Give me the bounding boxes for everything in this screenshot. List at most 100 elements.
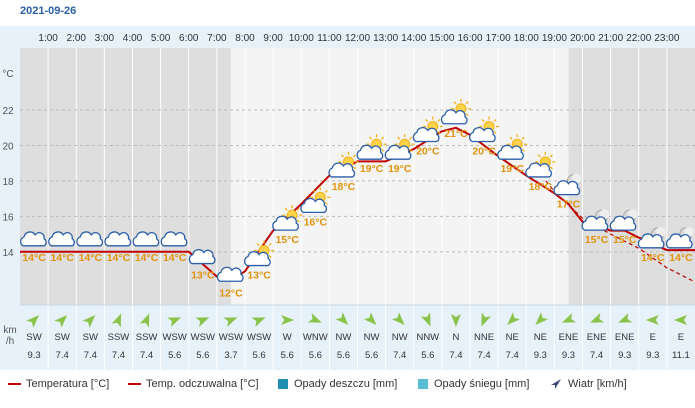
hour-label: 16:00: [457, 33, 482, 44]
wind-speed-label: 7.4: [393, 350, 406, 361]
wind-arrow-icon: [251, 317, 266, 327]
hour-label: 20:00: [570, 33, 595, 44]
wind-direction-label: NE: [534, 332, 547, 343]
cloud-icon: [160, 231, 188, 247]
temperature-label: 18°C: [332, 181, 356, 193]
temperature-label: 12°C: [219, 287, 243, 299]
wind-speed-label: 7.4: [56, 350, 69, 361]
wind-arrow-icon: [363, 312, 377, 325]
wind-speed-label: 9.3: [562, 350, 575, 361]
temperature-label: 14°C: [163, 252, 187, 264]
moon-cloud-icon: [581, 209, 610, 231]
wind-arrow-icon: [450, 314, 461, 327]
wind-arrow-icon: [26, 315, 40, 328]
legend-rain-label: Opady deszczu [mm]: [294, 378, 398, 390]
y-tick-label: 14: [2, 248, 14, 259]
wind-speed-label: 11.1: [672, 350, 690, 361]
hour-label: 2:00: [67, 33, 87, 44]
sun-cloud-icon: [272, 205, 303, 231]
temperature-label: 15°C: [275, 234, 299, 246]
wind-speed-label: 5.6: [168, 350, 181, 361]
hour-label: 12:00: [345, 33, 370, 44]
wind-arrow-icon: [561, 313, 576, 323]
wind-arrow-icon: [673, 315, 687, 325]
legend-temperature: Temperatura [°C]: [8, 378, 109, 390]
wind-speed-label: 5.6: [421, 350, 434, 361]
wind-speed-label: 9.3: [534, 350, 547, 361]
wind-direction-label: E: [650, 332, 656, 343]
temperature-label: 17°C: [557, 199, 581, 211]
wind-unit-label: km: [3, 325, 16, 336]
temperature-label: 14°C: [669, 252, 693, 264]
legend-wind: Wiatr [km/h]: [550, 378, 627, 390]
wind-arrow-icon: [335, 312, 349, 325]
felt-temperature-line: [545, 180, 695, 283]
wind-speed-label: 7.4: [590, 350, 603, 361]
wind-arrow-icon: [590, 313, 605, 323]
hour-label: 19:00: [542, 33, 567, 44]
wind-arrow-icon: [507, 312, 520, 325]
legend-wind-label: Wiatr [km/h]: [568, 378, 627, 390]
hour-label: 6:00: [179, 33, 199, 44]
wind-speed-label: 5.6: [252, 350, 265, 361]
wind-direction-label: SW: [83, 332, 98, 343]
wind-arrow-icon: [551, 379, 561, 389]
temperature-label: 14°C: [22, 252, 46, 264]
wind-speed-label: 7.4: [112, 350, 125, 361]
cloud-icon: [188, 249, 216, 265]
wind-direction-label: WSW: [247, 332, 271, 343]
wind-direction-label: E: [678, 332, 684, 343]
temperature-label: 19°C: [500, 163, 524, 175]
y-tick-label: 16: [2, 212, 14, 223]
wind-speed-label: 9.3: [618, 350, 631, 361]
wind-direction-label: ENE: [587, 332, 607, 343]
temperature-label: 19°C: [360, 163, 384, 175]
temperature-label: 14°C: [79, 252, 103, 264]
hour-label: 18:00: [514, 33, 539, 44]
wind-speed-label: 5.6: [196, 350, 209, 361]
legend-felt-swatch: [128, 383, 141, 385]
y-tick-label: 22: [2, 106, 14, 117]
hour-label: 1:00: [38, 33, 58, 44]
legend-rain: Opady deszczu [mm]: [278, 378, 397, 390]
sun-cloud-icon: [356, 134, 387, 160]
temperature-label: 15°C: [613, 234, 637, 246]
wind-speed-label: 5.6: [281, 350, 294, 361]
wind-direction-label: WSW: [191, 332, 215, 343]
wind-direction-label: ENE: [615, 332, 635, 343]
legend-temperature-label: Temperatura [°C]: [26, 378, 110, 390]
legend-felt-temperature: Temp. odczuwalna [°C]: [128, 378, 259, 390]
wind-direction-label: W: [283, 332, 292, 343]
legend-temperature-swatch: [8, 383, 21, 385]
temperature-label: 14°C: [107, 252, 131, 264]
temperature-label: 13°C: [247, 270, 271, 282]
partly-cloudy-icon: [20, 231, 47, 247]
hour-label: 7:00: [207, 33, 227, 44]
temperature-label: 19°C: [388, 163, 412, 175]
sun-cloud-icon: [469, 116, 500, 143]
sun-cloud-icon: [497, 134, 528, 160]
wind-direction-label: NW: [392, 332, 408, 343]
wind-arrow-icon: [111, 313, 122, 328]
wind-arrow-icon: [167, 317, 182, 327]
hour-label: 9:00: [263, 33, 283, 44]
cloud-icon: [216, 266, 244, 282]
legend-felt-label: Temp. odczuwalna [°C]: [146, 378, 259, 390]
moon-cloud-icon: [665, 226, 694, 249]
wind-arrow-icon: [54, 315, 68, 328]
wind-speed-label: 5.6: [365, 350, 378, 361]
hour-label: 15:00: [429, 33, 454, 44]
sun-cloud-icon: [300, 187, 331, 214]
temperature-label: 13°C: [191, 270, 215, 282]
wind-arrow-icon: [195, 317, 210, 327]
temperature-label: 15°C: [585, 234, 609, 246]
chart-legend: Temperatura [°C] Temp. odczuwalna [°C] O…: [0, 372, 695, 396]
wind-arrow-icon: [481, 312, 491, 327]
sun-cloud-icon: [384, 134, 415, 160]
sun-cloud-icon: [244, 240, 275, 267]
cloud-icon: [132, 231, 160, 247]
wind-arrow-icon: [139, 313, 150, 328]
wind-arrow-icon: [307, 313, 322, 323]
wind-arrow-icon: [281, 315, 295, 325]
wind-speed-label: 7.4: [140, 350, 153, 361]
